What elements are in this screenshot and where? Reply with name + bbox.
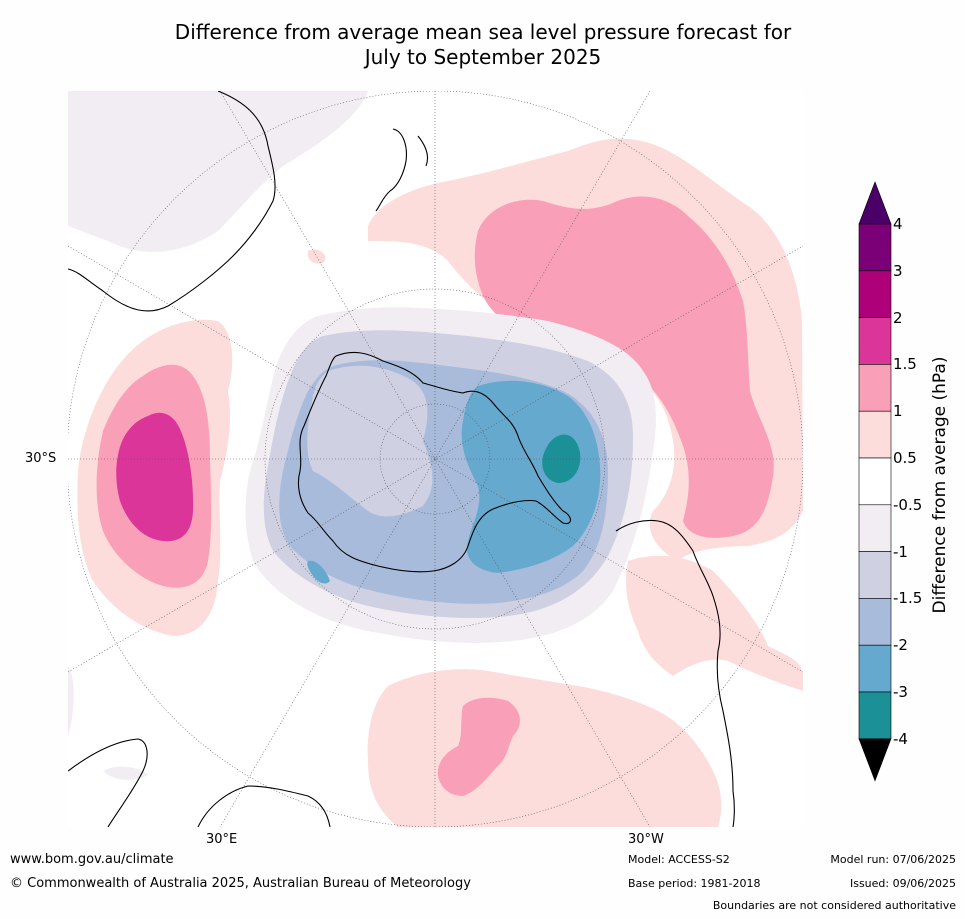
- antarctic-central-lighter: [307, 365, 433, 517]
- colorbar-segment: [858, 644, 892, 693]
- latitude-label: 30°S: [25, 451, 57, 466]
- southern-africa-coastline: [197, 785, 331, 827]
- longitude-east-label: 30°E: [206, 832, 238, 847]
- title-line-2: July to September 2025: [364, 45, 602, 69]
- footer-issued: Issued: 09/06/2025: [849, 877, 956, 890]
- chart-title: Difference from average mean sea level p…: [0, 20, 965, 70]
- indian-ocean-high-core: [116, 412, 194, 542]
- colorbar-segment: [858, 364, 892, 412]
- colorbar-tick-label: -1: [893, 542, 908, 561]
- colorbar-segment: [858, 317, 892, 365]
- colorbar-tick-label: -3: [893, 683, 908, 701]
- colorbar-tick-label: 1: [893, 402, 903, 421]
- negative-tint-southeast: [103, 766, 148, 780]
- colorbar-tick-label: -4: [893, 729, 908, 748]
- colorbar-segment: [858, 270, 892, 318]
- colorbar: [858, 181, 892, 782]
- footer-url: www.bom.gov.au/climate: [10, 852, 174, 867]
- australia-coastline: [68, 91, 276, 312]
- colorbar-tick-label: 4: [893, 215, 903, 233]
- weddell-low-core: [542, 434, 581, 483]
- colorbar-tick-label: 0.5: [893, 449, 917, 467]
- colorbar-tick-label: 2: [893, 308, 903, 327]
- colorbar-tick-label: -1.5: [893, 589, 923, 608]
- colorbar-tick-label: 3: [893, 261, 903, 280]
- colorbar-tick-label: -0.5: [893, 495, 923, 514]
- new-zealand-coastline: [375, 128, 429, 212]
- polar-map: [68, 91, 803, 827]
- africa-coastline: [68, 738, 148, 827]
- antarctica-coastline: [297, 351, 572, 573]
- colorbar-tick-label: -2: [893, 636, 908, 655]
- atlantic-high-inner: [437, 697, 520, 796]
- colorbar-segment: [858, 691, 892, 740]
- footer-copyright: © Commonwealth of Australia 2025, Austra…: [10, 876, 471, 891]
- graticule: [68, 91, 803, 827]
- colorbar-segment: [858, 410, 892, 459]
- coastlines: [68, 91, 735, 827]
- colorbar-segment: [858, 457, 892, 506]
- colorbar-title: Difference from average (hPa): [930, 356, 950, 614]
- colorbar-segment: [858, 598, 892, 646]
- colorbar-tick-label: 1.5: [893, 355, 917, 374]
- weddell-low-outer: [461, 380, 601, 573]
- footer-disclaimer: Boundaries are not considered authoritat…: [712, 899, 956, 912]
- colorbar-extend-bottom: [858, 738, 892, 782]
- colorbar-extend-top: [858, 181, 892, 225]
- footer-model-run: Model run: 07/06/2025: [830, 853, 956, 866]
- longitude-west-label: 30°W: [628, 832, 664, 847]
- colorbar-segment: [858, 504, 892, 552]
- colorbar-segment: [858, 223, 892, 272]
- small-blue-patch: [307, 560, 330, 584]
- footer-base-period: Base period: 1981-2018: [628, 877, 761, 890]
- colorbar-segment: [858, 551, 892, 599]
- negative-tint-australia: [68, 91, 368, 252]
- south-america-coastline: [615, 519, 735, 827]
- south-america-positive: [626, 555, 803, 691]
- title-line-1: Difference from average mean sea level p…: [174, 20, 792, 44]
- pacific-high-fragment: [307, 249, 326, 264]
- footer-model: Model: ACCESS-S2: [628, 853, 730, 866]
- negative-tint-south-america-east: [68, 666, 74, 736]
